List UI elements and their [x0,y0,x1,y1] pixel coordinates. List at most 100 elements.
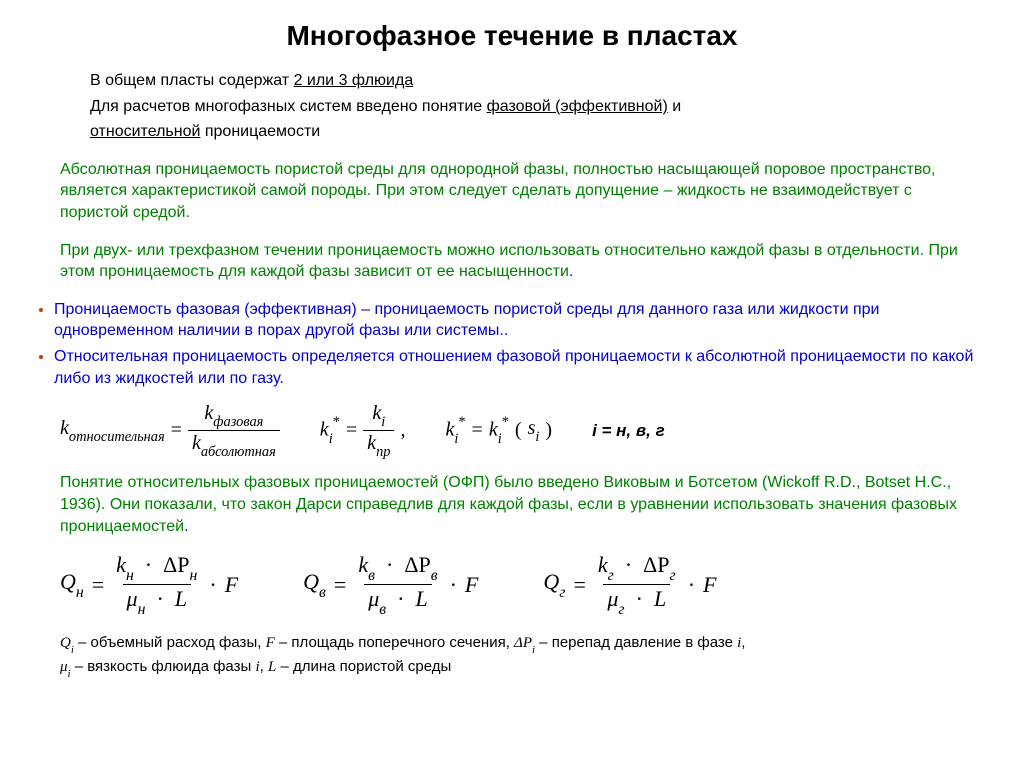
definition-block: Абсолютная проницаемость пористой среды … [60,159,984,283]
L-v: L [415,586,427,611]
si-sub: i [535,429,539,445]
bullet-list: Проницаемость фазовая (эффективная) – пр… [30,299,994,389]
green-para-2-text: При двух- или трехфазном течении проница… [60,242,958,281]
eq-v: = [334,572,346,598]
ki4-sub: i [498,431,502,447]
Q-v: Q [303,569,319,594]
bullet-item-2: Относительная проницаемость определяется… [54,346,994,389]
intro-l2b: и [668,98,681,115]
mu-g-sub: г [618,601,624,618]
intro-l1-underline: 2 или 3 флюида [294,72,414,89]
darcy-q-v: Qв = kв · ΔPв μв · L · F [303,553,478,616]
ki4-star: * [502,414,509,430]
dP-n: ΔP [163,552,189,577]
Q-v-sub: в [319,584,326,601]
k-v: k [358,552,368,577]
F-v: F [465,572,478,598]
dP-v: ΔP [404,552,430,577]
ki3-sub: i [454,431,458,447]
legend-comma1: , [741,634,745,651]
k-sym3: k [445,419,454,441]
L-n: L [175,586,187,611]
green-para-2-dot: . [569,263,573,280]
ki-star: * [333,414,340,430]
k-abs-sub: абсолютная [201,444,276,460]
eq-n: = [92,572,104,598]
ki-num-k: k [372,402,381,424]
dot-g3: · [688,572,695,598]
k-den: k [192,432,201,454]
eq-sign-2: = [346,419,357,442]
k-v-sub: в [368,567,375,584]
k-g-sub: г [608,567,614,584]
intro-line-1: В общем пласты содержат 2 или 3 флюида [90,70,994,92]
dot-n2: · [156,586,163,611]
ki-den-k: k [367,432,376,454]
k-num: k [204,402,213,424]
index-label: i = н, в, г [592,421,665,441]
ki-num-sub: i [381,414,385,430]
legend-block: Qi – объемный расход фазы, F – площадь п… [60,632,964,680]
k-rel-sub: относительная [69,429,165,445]
intro-l2a: Для расчетов многофазных систем введено … [90,98,487,115]
green-para-1: Абсолютная проницаемость пористой среды … [60,159,984,224]
formula-ki-star: ki* = ki knp , [320,403,406,458]
ki-sub: i [329,431,333,447]
intro-line-2: Для расчетов многофазных систем введено … [90,96,994,118]
legend-Qi: Qi [60,635,74,651]
L-g: L [654,586,666,611]
legend-mu: μi [60,659,71,675]
relative-perm-formula-row: kотносительная = kфазовая kабсолютная ki… [60,403,994,458]
dP-g-sub: г [670,567,676,584]
ki-den-sub: np [376,444,390,460]
Q-g-sub: г [559,584,565,601]
legend-mu-desc: – вязкость флюида фазы [71,658,256,675]
intro-l2-underline1: фазовой (эффективной) [487,98,668,115]
intro-l3b: проницаемости [200,123,320,140]
dP-v-sub: в [431,567,438,584]
mu-v-sub: в [379,601,386,618]
formula-ki-func: ki* = ki* ( si ) [445,416,552,446]
k-g: k [598,552,608,577]
frac-n: kн · ΔPн μн · L [112,553,201,616]
comma-1: , [400,419,405,442]
intro-l1-text: В общем пласты содержат [90,72,294,89]
ki3-star: * [458,414,465,430]
frac-g: kг · ΔPг μг · L [594,553,680,616]
legend-comma2: , [260,658,264,675]
dP-g: ΔP [643,552,669,577]
wickoff-dot: . [184,518,188,535]
intro-block: В общем пласты содержат 2 или 3 флюида Д… [90,70,994,143]
k-n: k [116,552,126,577]
eq-g: = [573,572,585,598]
k-sym2: k [320,419,329,441]
darcy-formula-row: Qн = kн · ΔPн μн · L · F Qв = kв · ΔPв [60,553,994,616]
Q-n-sub: н [76,584,84,601]
eq-sign-1: = [171,419,182,442]
mu-n: μ [127,586,138,611]
eq-sign-3: = [472,419,483,442]
legend-l-desc: – длина пористой среды [276,658,451,675]
darcy-q-n: Qн = kн · ΔPн μн · L · F [60,553,238,616]
wickoff-text: Понятие относительных фазовых проницаемо… [60,474,957,534]
mu-v: μ [368,586,379,611]
intro-line-3: относительной проницаемости [90,121,994,143]
legend-f-desc: – площадь поперечного сечения, [275,634,514,651]
mu-n-sub: н [138,601,146,618]
paren-open: ( [515,419,522,442]
k-rel-fraction: kфазовая kабсолютная [188,403,280,458]
k-sym4: k [489,419,498,441]
Q-n: Q [60,569,76,594]
k-n-sub: н [126,567,134,584]
legend-dP: ΔPi [514,635,535,651]
dot-v3: · [450,572,457,598]
dot-n3: · [209,572,216,598]
ki-fraction: ki knp [363,403,394,458]
formula-k-relative: k относительная = kфазовая kабсолютная [60,403,280,458]
paren-close: ) [545,419,552,442]
F-n: F [225,572,238,598]
k-phase-sub: фазовая [213,414,263,430]
frac-v: kв · ΔPв μв · L [354,553,441,616]
dot-g2: · [636,586,643,611]
dP-n-sub: н [190,567,198,584]
